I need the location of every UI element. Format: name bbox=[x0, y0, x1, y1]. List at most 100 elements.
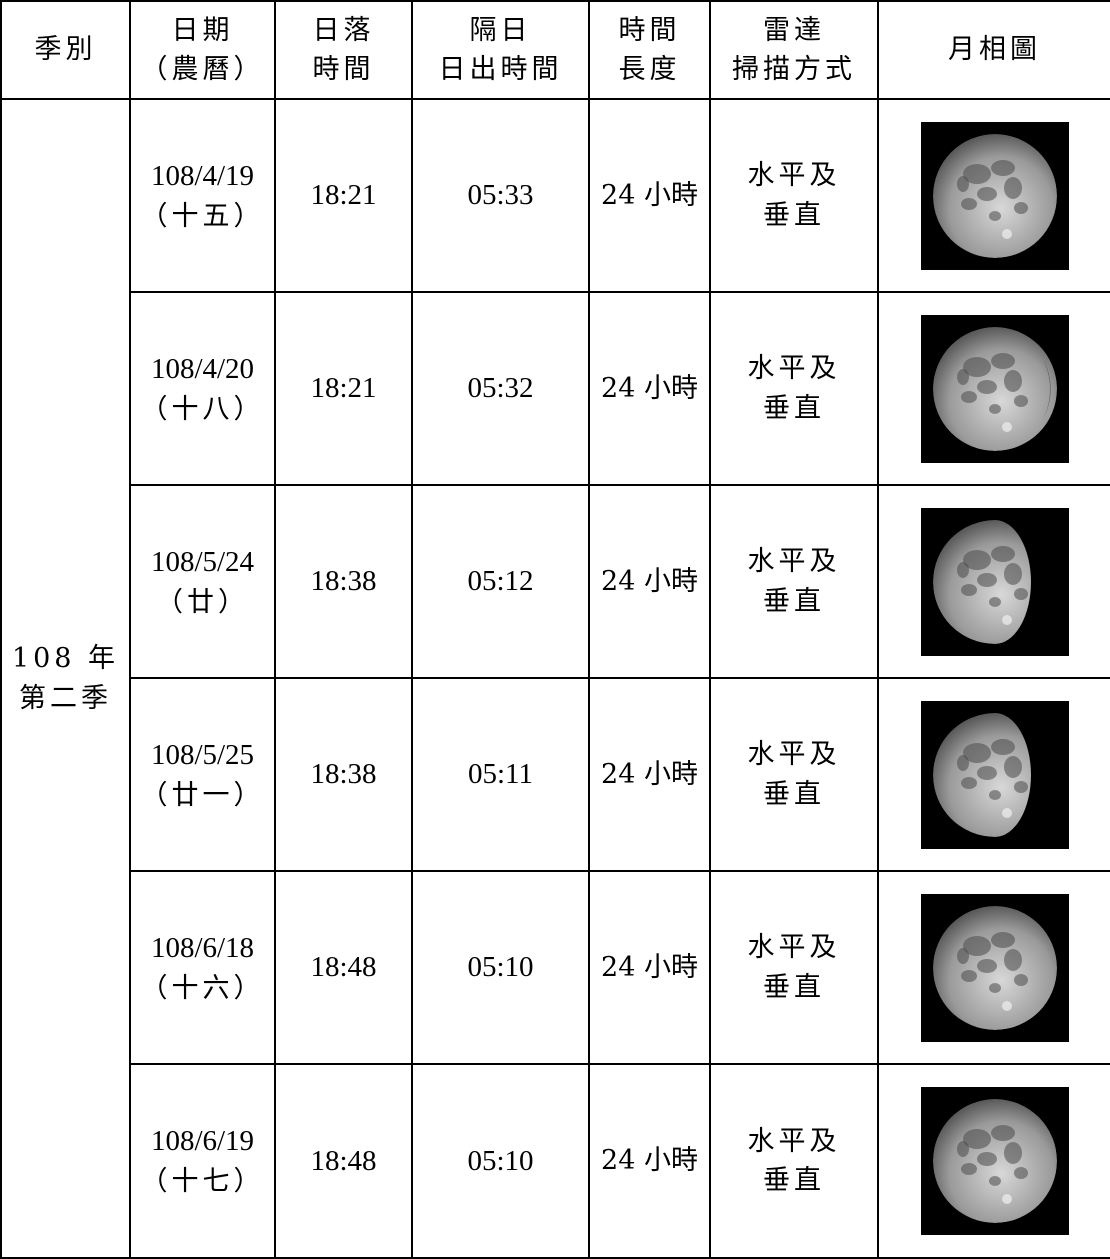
radar-cell: 水平及 垂直 bbox=[709, 1063, 879, 1259]
lunar-date: （十六） bbox=[140, 972, 265, 1004]
duration-value: 24 小時 bbox=[601, 758, 698, 790]
sunrise-cell: 05:12 bbox=[411, 484, 590, 679]
radar-cell: 水平及 垂直 bbox=[709, 870, 879, 1065]
season-quarter: 第二季 bbox=[19, 682, 112, 714]
lunar-date: （十五） bbox=[140, 200, 265, 232]
header-radar: 雷達 掃描方式 bbox=[709, 0, 879, 100]
moon-phase-image bbox=[920, 1087, 1069, 1235]
sunrise-time: 05:32 bbox=[467, 372, 534, 405]
lunar-date: （廿） bbox=[156, 586, 249, 618]
moon-cell bbox=[877, 1063, 1110, 1259]
table-row: 108 年 第二季 108/4/19 （十五） 18:21 05:33 24 小… bbox=[0, 98, 1110, 1259]
duration-cell: 24 小時 bbox=[588, 677, 711, 872]
date-cell: 108/6/18 （十六） bbox=[129, 870, 276, 1065]
table-row: 108/4/20 （十八） 18:21 05:32 24 小時 水平及 垂直 bbox=[1, 291, 1110, 486]
sunrise-time: 05:10 bbox=[467, 1144, 534, 1177]
moon-phase-image bbox=[920, 507, 1069, 656]
header-sunrise: 隔日 日出時間 bbox=[411, 0, 590, 100]
season-year: 108 年 bbox=[11, 643, 120, 675]
sunset-time: 18:48 bbox=[310, 951, 377, 984]
date-cell: 108/4/20 （十八） bbox=[129, 291, 276, 486]
radar-mode-line1: 水平及 bbox=[747, 160, 841, 192]
table-row: 108/5/25 （廿一） 18:38 05:11 24 小時 水平及 垂直 bbox=[1, 677, 1110, 872]
header-sunset-sublabel: 時間 bbox=[312, 54, 375, 85]
sunset-cell: 18:21 bbox=[274, 291, 413, 486]
moon-icon bbox=[932, 133, 1057, 258]
table-row: 108/5/24 （廿） 18:38 05:12 24 小時 水平及 垂直 bbox=[1, 484, 1110, 679]
solar-date: 108/4/20 bbox=[150, 352, 255, 385]
duration-value: 24 小時 bbox=[601, 565, 698, 597]
header-row: 季別 日期 （農曆） 日落 時間 隔日 日出時間 時間 長度 雷達 掃描方式 月… bbox=[0, 0, 1110, 100]
header-date-sublabel: （農曆） bbox=[140, 54, 265, 85]
date-cell: 108/5/24 （廿） bbox=[129, 484, 276, 679]
moon-phase-image bbox=[920, 314, 1069, 463]
header-season: 季別 bbox=[0, 0, 131, 100]
duration-value: 24 小時 bbox=[601, 1145, 698, 1177]
lunar-date: （十八） bbox=[140, 393, 265, 425]
lunar-date: （廿一） bbox=[140, 779, 265, 811]
moon-icon bbox=[932, 1099, 1057, 1223]
radar-cell: 水平及 垂直 bbox=[709, 98, 879, 293]
sunrise-cell: 05:10 bbox=[411, 870, 590, 1065]
moon-phase-image bbox=[920, 700, 1069, 849]
duration-cell: 24 小時 bbox=[588, 484, 711, 679]
sunrise-cell: 05:33 bbox=[411, 98, 590, 293]
radar-mode-line2: 垂直 bbox=[763, 199, 825, 231]
duration-cell: 24 小時 bbox=[588, 1063, 711, 1259]
date-cell: 108/5/25 （廿一） bbox=[129, 677, 276, 872]
radar-mode-line2: 垂直 bbox=[763, 778, 825, 810]
radar-cell: 水平及 垂直 bbox=[709, 291, 879, 486]
moon-phase-image bbox=[920, 121, 1069, 270]
moon-icon bbox=[932, 905, 1057, 1030]
sunset-time: 18:21 bbox=[310, 179, 377, 212]
sunset-time: 18:48 bbox=[310, 1144, 377, 1177]
header-duration-label: 時間 bbox=[618, 14, 681, 46]
lunar-date: （十七） bbox=[140, 1166, 265, 1198]
sunset-time: 18:38 bbox=[310, 565, 377, 598]
solar-date: 108/5/25 bbox=[150, 738, 255, 771]
header-season-label: 季別 bbox=[34, 34, 97, 66]
moon-cell bbox=[877, 98, 1110, 293]
sunset-cell: 18:48 bbox=[274, 1063, 413, 1259]
radar-mode-line1: 水平及 bbox=[747, 932, 841, 964]
header-sunrise-label: 隔日 bbox=[469, 14, 532, 46]
sunrise-cell: 05:10 bbox=[411, 1063, 590, 1259]
radar-cell: 水平及 垂直 bbox=[709, 677, 879, 872]
sunset-time: 18:38 bbox=[310, 758, 377, 791]
sunrise-time: 05:10 bbox=[467, 951, 534, 984]
header-date-label: 日期 bbox=[171, 14, 234, 46]
sunset-cell: 18:21 bbox=[274, 98, 413, 293]
sunrise-time: 05:33 bbox=[467, 179, 534, 212]
header-date: 日期 （農曆） bbox=[129, 0, 276, 100]
table-row: 108/6/19 （十七） 18:48 05:10 24 小時 水平及 垂直 bbox=[1, 1063, 1110, 1259]
moon-cell bbox=[877, 484, 1110, 679]
radar-mode-line1: 水平及 bbox=[747, 546, 841, 578]
radar-mode-line1: 水平及 bbox=[747, 353, 841, 385]
moon-icon bbox=[932, 519, 1031, 644]
radar-mode-line1: 水平及 bbox=[747, 1125, 841, 1157]
sunset-time: 18:21 bbox=[310, 372, 377, 405]
solar-date: 108/4/19 bbox=[150, 159, 255, 192]
header-moon: 月相圖 bbox=[877, 0, 1110, 100]
header-radar-sublabel: 掃描方式 bbox=[732, 54, 856, 85]
date-cell: 108/6/19 （十七） bbox=[129, 1063, 276, 1259]
duration-cell: 24 小時 bbox=[588, 98, 711, 293]
sunrise-time: 05:12 bbox=[467, 565, 534, 598]
sunrise-cell: 05:11 bbox=[411, 677, 590, 872]
duration-value: 24 小時 bbox=[601, 179, 698, 211]
sunrise-cell: 05:32 bbox=[411, 291, 590, 486]
season-cell: 108 年 第二季 bbox=[0, 98, 131, 1259]
moon-cell bbox=[877, 870, 1110, 1065]
sunset-cell: 18:48 bbox=[274, 870, 413, 1065]
moon-icon bbox=[932, 712, 1031, 837]
header-radar-label: 雷達 bbox=[763, 14, 825, 46]
sunrise-time: 05:11 bbox=[468, 758, 533, 791]
solar-date: 108/6/18 bbox=[150, 931, 255, 964]
moon-cell bbox=[877, 677, 1110, 872]
duration-cell: 24 小時 bbox=[588, 291, 711, 486]
solar-date: 108/5/24 bbox=[150, 545, 255, 578]
radar-mode-line2: 垂直 bbox=[763, 971, 825, 1003]
date-cell: 108/4/19 （十五） bbox=[129, 98, 276, 293]
radar-mode-line2: 垂直 bbox=[763, 392, 825, 424]
